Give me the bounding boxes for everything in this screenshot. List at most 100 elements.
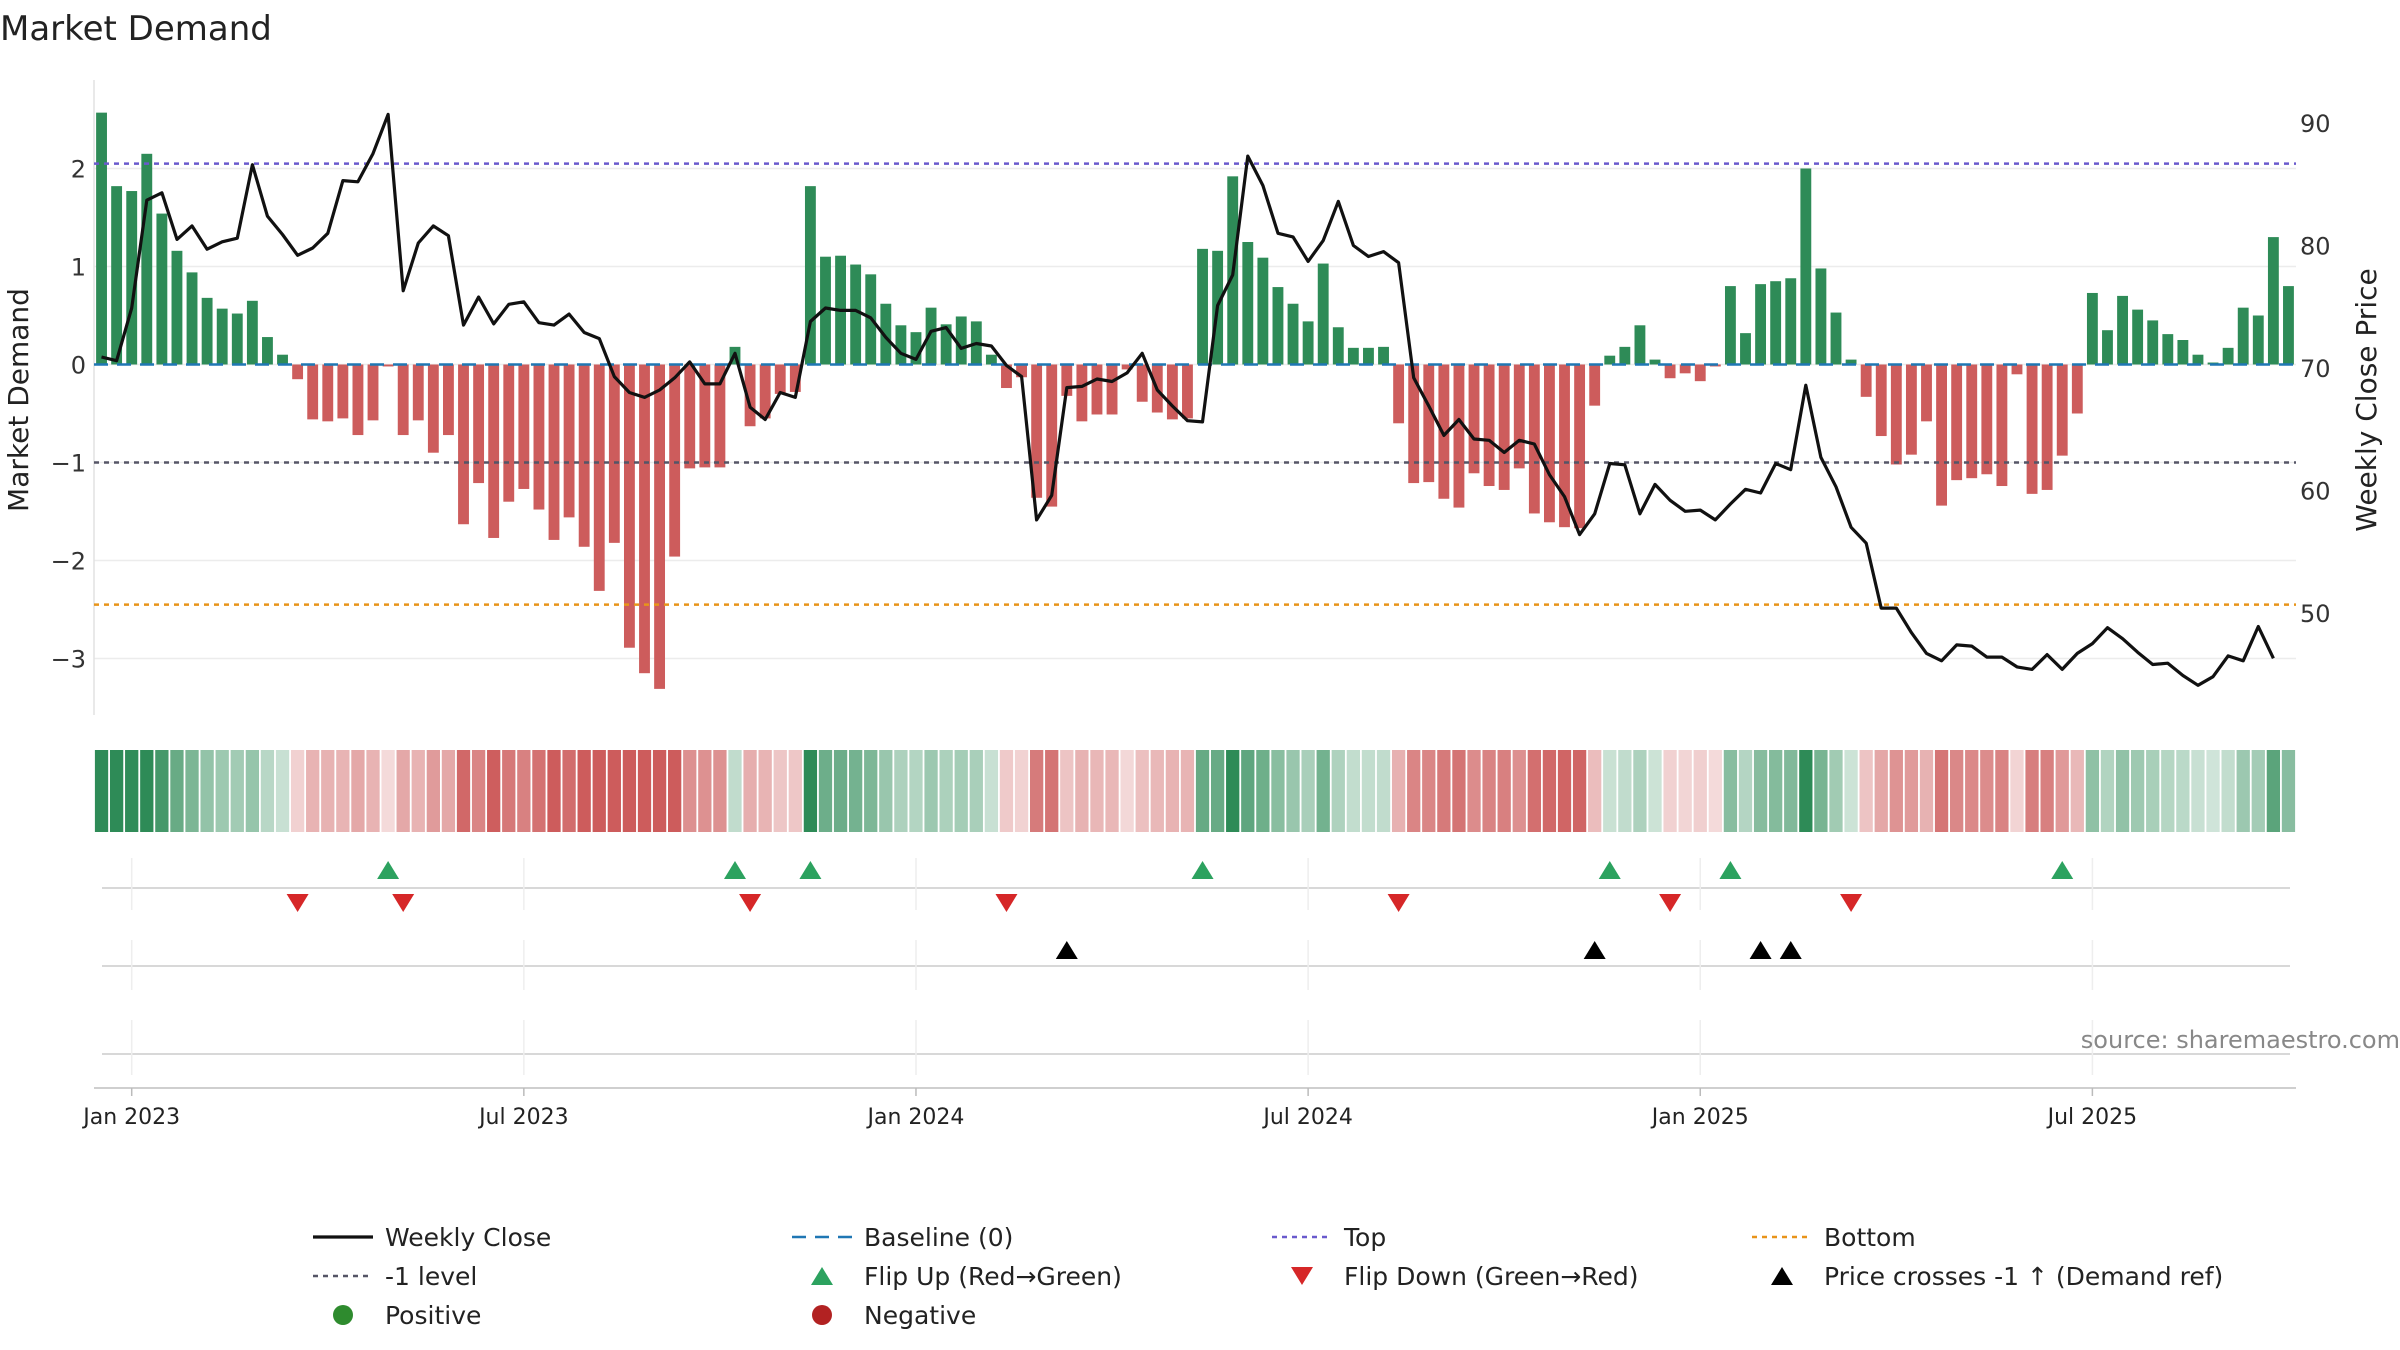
demand-bar-negative (1679, 364, 1691, 374)
heatstrip-cell (1422, 750, 1436, 832)
demand-bar-positive (2177, 340, 2189, 365)
demand-bar-negative (292, 364, 304, 380)
demand-bar-positive (2237, 307, 2249, 365)
demand-bar-negative (458, 364, 469, 525)
price-cross-marker (1749, 941, 1772, 959)
demand-bar-positive (2117, 295, 2128, 365)
heatstrip-cell (1723, 750, 1738, 832)
heatstrip-cell (1271, 750, 1285, 832)
demand-bar-positive (1619, 346, 1631, 365)
demand-bar-negative (1921, 364, 1932, 422)
heatstrip-cell (290, 750, 305, 832)
heatstrip-cell (517, 750, 531, 832)
heatstrip-cell (1437, 750, 1451, 832)
heatstrip-cell (230, 750, 244, 832)
heatstrip-cell (351, 750, 365, 832)
demand-bar-negative (367, 364, 379, 421)
heatstrip-cell (1799, 750, 1813, 832)
legend-marker-circle (333, 1305, 353, 1325)
demand-bar-negative (1001, 364, 1012, 389)
demand-bar-positive (171, 250, 183, 365)
demand-bar-negative (593, 364, 605, 591)
demand-bar-negative (1890, 364, 1902, 465)
legend-label: Bottom (1824, 1223, 1916, 1252)
heatstrip-cell (683, 750, 697, 832)
heatstrip-cell (1180, 750, 1195, 832)
demand-bar-negative (1061, 364, 1073, 396)
demand-bar-negative (699, 364, 711, 468)
heatstrip-cell (1316, 750, 1330, 832)
heatstrip-cell (999, 750, 1014, 832)
demand-bar-positive (2162, 334, 2174, 365)
x-tick-label: Jan 2025 (1650, 1105, 1749, 1130)
heatstrip-cell (894, 750, 908, 832)
heatstrip-cell (2025, 750, 2039, 832)
flip-up-marker (1719, 861, 1742, 879)
demand-bar-negative (744, 364, 756, 427)
heatstrip-cell (909, 750, 923, 832)
heatstrip-cell (200, 750, 214, 832)
heatstrip-cell (2115, 750, 2130, 832)
demand-bar-positive (2147, 320, 2159, 365)
heatstrip-cell (456, 750, 471, 832)
heatstrip-cell (426, 750, 440, 832)
demand-bars (96, 112, 2294, 689)
heatstrip-cell (1527, 750, 1541, 832)
heatstrip-cell (1874, 750, 1888, 832)
demand-bar-negative (1996, 364, 2008, 487)
legend-marker-circle (812, 1305, 832, 1325)
heatstrip-cell (1859, 750, 1873, 832)
demand-bar-negative (533, 364, 545, 510)
heatstrip-cell (245, 750, 259, 832)
demand-bar-positive (246, 300, 258, 365)
demand-bar-negative (1166, 364, 1178, 420)
heatstrip-cell (185, 750, 199, 832)
heatstrip-cell (2146, 750, 2160, 832)
demand-bar-positive (2252, 315, 2264, 365)
heatstrip-cell (532, 750, 546, 832)
demand-bar-positive (2192, 354, 2204, 365)
demand-bar-positive (1332, 327, 1344, 365)
demand-bar-positive (1257, 257, 1269, 365)
demand-bar-negative (714, 364, 726, 468)
heatstrip-cell (2266, 750, 2281, 832)
heatstrip-cell (562, 750, 576, 832)
heatstrip-cell (366, 750, 380, 832)
demand-bar-positive (1649, 359, 1661, 365)
demand-bar-positive (1242, 242, 1254, 365)
heatstrip-cell (2161, 750, 2175, 832)
demand-bar-positive (1770, 281, 1782, 365)
demand-bar-positive (1830, 312, 1842, 365)
heatstrip-cell (1256, 750, 1270, 832)
flip-up-marker (1191, 861, 1214, 879)
heatstrip-cell (984, 750, 999, 832)
demand-bar-positive (2222, 347, 2234, 365)
demand-heatstrip (94, 750, 2296, 832)
heatstrip-cell (215, 750, 229, 832)
chart-title: Market Demand (0, 9, 272, 49)
demand-bar-positive (1317, 263, 1329, 365)
demand-bar-negative (1423, 364, 1435, 483)
heatstrip-cell (1075, 750, 1089, 832)
demand-bar-negative (307, 364, 319, 420)
heatstrip-cell (833, 750, 848, 832)
heatstrip-cell (818, 750, 833, 832)
flip-up-marker (2051, 861, 2074, 879)
demand-bar-negative (1091, 364, 1103, 415)
heatstrip-cell (2251, 750, 2265, 832)
heatstrip-cell (954, 750, 968, 832)
heatstrip-cell (1286, 750, 1300, 832)
heatstrip-cell (1603, 750, 1617, 832)
demand-bar-positive (910, 332, 922, 365)
demand-bar-negative (2026, 364, 2038, 494)
heatstrip-cell (547, 750, 561, 832)
legend-label: -1 level (385, 1262, 477, 1291)
demand-bar-negative (2056, 364, 2068, 456)
legend-label: Positive (385, 1301, 481, 1330)
heatstrip-cell (411, 750, 425, 832)
heatstrip-cell (1482, 750, 1496, 832)
heatstrip-cell (1904, 750, 1919, 832)
heatstrip-cell (170, 750, 184, 832)
heatstrip-cell (275, 750, 290, 832)
heatstrip-cell (1105, 750, 1119, 832)
